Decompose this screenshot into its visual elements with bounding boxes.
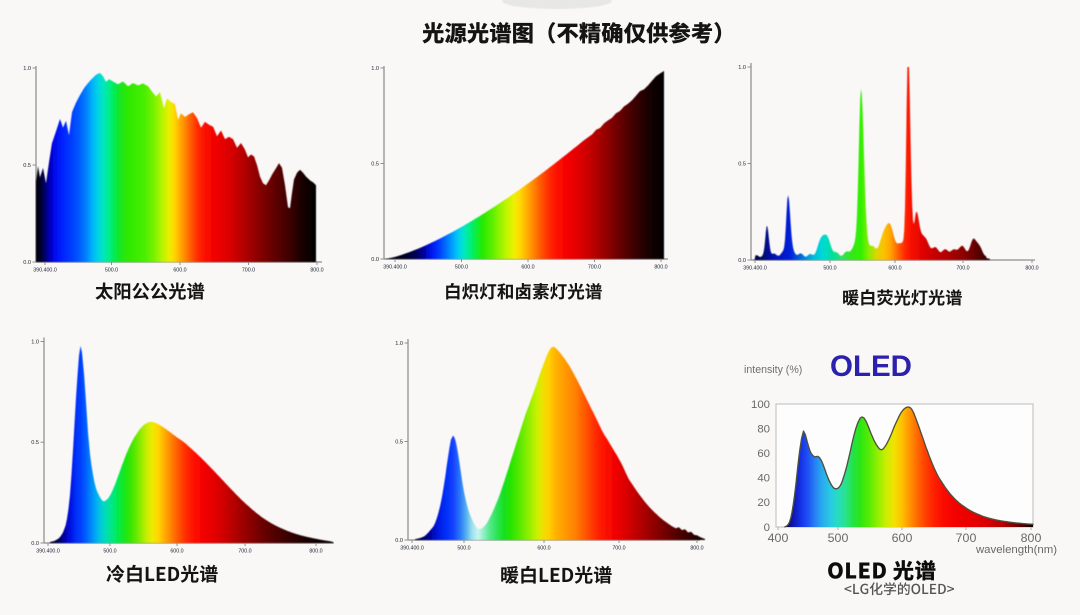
svg-text:0.0: 0.0	[31, 541, 39, 547]
svg-text:0.5: 0.5	[371, 161, 379, 167]
svg-text:0.0: 0.0	[738, 258, 746, 264]
svg-text:0: 0	[764, 522, 770, 534]
svg-text:60: 60	[757, 448, 770, 460]
svg-text:600.0: 600.0	[888, 266, 901, 272]
svg-text:80: 80	[757, 423, 770, 435]
svg-text:700.0: 700.0	[242, 268, 255, 274]
svg-text:400: 400	[768, 531, 789, 545]
svg-text:390.400.0: 390.400.0	[400, 546, 424, 552]
svg-text:1.0: 1.0	[371, 66, 379, 72]
svg-text:390.400.0: 390.400.0	[743, 266, 767, 272]
svg-text:800.0: 800.0	[654, 265, 667, 271]
svg-text:700.0: 700.0	[956, 266, 969, 272]
svg-text:500.0: 500.0	[457, 546, 470, 552]
svg-text:600.0: 600.0	[537, 546, 550, 552]
svg-text:1.0: 1.0	[395, 341, 403, 347]
svg-text:500.0: 500.0	[103, 549, 116, 555]
svg-text:0.5: 0.5	[31, 440, 39, 446]
svg-text:800: 800	[1021, 531, 1042, 545]
svg-text:390.400.0: 390.400.0	[36, 549, 60, 555]
svg-text:700.0: 700.0	[612, 546, 625, 552]
svg-text:1.0: 1.0	[31, 339, 39, 345]
svg-text:800.0: 800.0	[310, 268, 323, 274]
svg-text:600.0: 600.0	[170, 549, 183, 555]
svg-text:800.0: 800.0	[1025, 266, 1038, 272]
svg-text:800.0: 800.0	[309, 549, 322, 555]
svg-text:700: 700	[956, 531, 977, 545]
svg-text:800.0: 800.0	[690, 546, 703, 552]
svg-text:500.0: 500.0	[455, 265, 468, 271]
svg-text:20: 20	[757, 497, 770, 509]
svg-text:0.5: 0.5	[23, 163, 31, 169]
svg-text:1.0: 1.0	[23, 66, 31, 72]
svg-text:500: 500	[828, 531, 849, 545]
svg-text:40: 40	[757, 473, 770, 485]
svg-text:0.0: 0.0	[395, 538, 403, 544]
svg-text:700.0: 700.0	[588, 265, 601, 271]
svg-text:100: 100	[751, 399, 770, 411]
svg-text:0.5: 0.5	[738, 161, 746, 167]
svg-text:OLED: OLED	[830, 350, 912, 383]
svg-text:600: 600	[892, 531, 913, 545]
svg-text:1.0: 1.0	[738, 65, 746, 71]
svg-text:0.5: 0.5	[395, 439, 403, 445]
svg-text:390.400.0: 390.400.0	[383, 265, 407, 271]
svg-text:500.0: 500.0	[823, 266, 836, 272]
svg-text:wavelength(nm): wavelength(nm)	[975, 544, 1057, 556]
svg-text:700.0: 700.0	[238, 549, 251, 555]
svg-text:600.0: 600.0	[173, 268, 186, 274]
svg-text:intensity (%): intensity (%)	[744, 364, 802, 376]
svg-text:390.400.0: 390.400.0	[33, 268, 57, 274]
svg-text:0.0: 0.0	[23, 260, 31, 266]
svg-text:600.0: 600.0	[521, 265, 534, 271]
svg-text:500.0: 500.0	[105, 268, 118, 274]
svg-text:0.0: 0.0	[371, 257, 379, 263]
